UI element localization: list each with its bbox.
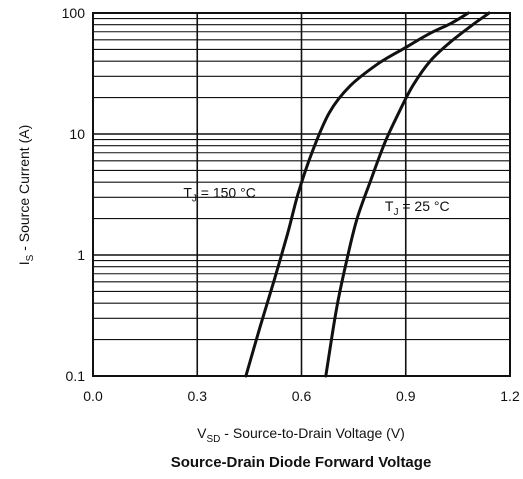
plot-frame bbox=[92, 12, 511, 377]
series-annotation: TJ = 150 °C bbox=[183, 184, 255, 204]
series-line-tj-25c bbox=[324, 11, 491, 378]
annotation-main: T bbox=[385, 198, 394, 214]
y-axis-label-rest: - Source Current (A) bbox=[16, 125, 32, 255]
y-tick-label: 1 bbox=[77, 247, 85, 263]
x-tick-label: 0.3 bbox=[188, 388, 208, 404]
y-axis-label-main: I bbox=[16, 261, 32, 265]
series-line-tj-150c bbox=[244, 11, 470, 378]
y-tick-labels: 0.1 1 10 100 bbox=[62, 5, 86, 384]
y-axis-label-sub: S bbox=[25, 254, 36, 261]
x-tick-label: 0.0 bbox=[83, 388, 103, 404]
x-axis-label-rest: - Source-to-Drain Voltage (V) bbox=[220, 425, 404, 441]
chart-title: Source-Drain Diode Forward Voltage bbox=[171, 454, 432, 471]
annotation-rest: = 25 °C bbox=[398, 198, 449, 214]
grid-layer bbox=[93, 12, 510, 377]
x-tick-label: 0.6 bbox=[292, 388, 312, 404]
y-tick-label: 100 bbox=[62, 5, 86, 21]
annotation-main: T bbox=[183, 184, 192, 200]
y-axis-label: IS - Source Current (A) bbox=[16, 125, 36, 266]
y-tick-label: 10 bbox=[69, 126, 85, 142]
series-annotation: TJ = 25 °C bbox=[385, 198, 450, 218]
annotation-layer: TJ = 150 °CTJ = 25 °C bbox=[183, 184, 449, 218]
x-tick-label: 0.9 bbox=[396, 388, 416, 404]
x-axis-label-sub: SD bbox=[207, 434, 221, 445]
curve-layer bbox=[244, 11, 491, 378]
x-axis-label: VSD - Source-to-Drain Voltage (V) bbox=[197, 425, 405, 445]
x-axis-label-main: V bbox=[197, 425, 207, 441]
annotation-rest: = 150 °C bbox=[197, 184, 256, 200]
annotation-sub: J bbox=[192, 193, 197, 204]
x-tick-label: 1.2 bbox=[500, 388, 520, 404]
y-tick-label: 0.1 bbox=[66, 368, 86, 384]
annotation-sub: J bbox=[393, 207, 398, 218]
x-tick-labels: 0.0 0.3 0.6 0.9 1.2 bbox=[83, 388, 520, 404]
